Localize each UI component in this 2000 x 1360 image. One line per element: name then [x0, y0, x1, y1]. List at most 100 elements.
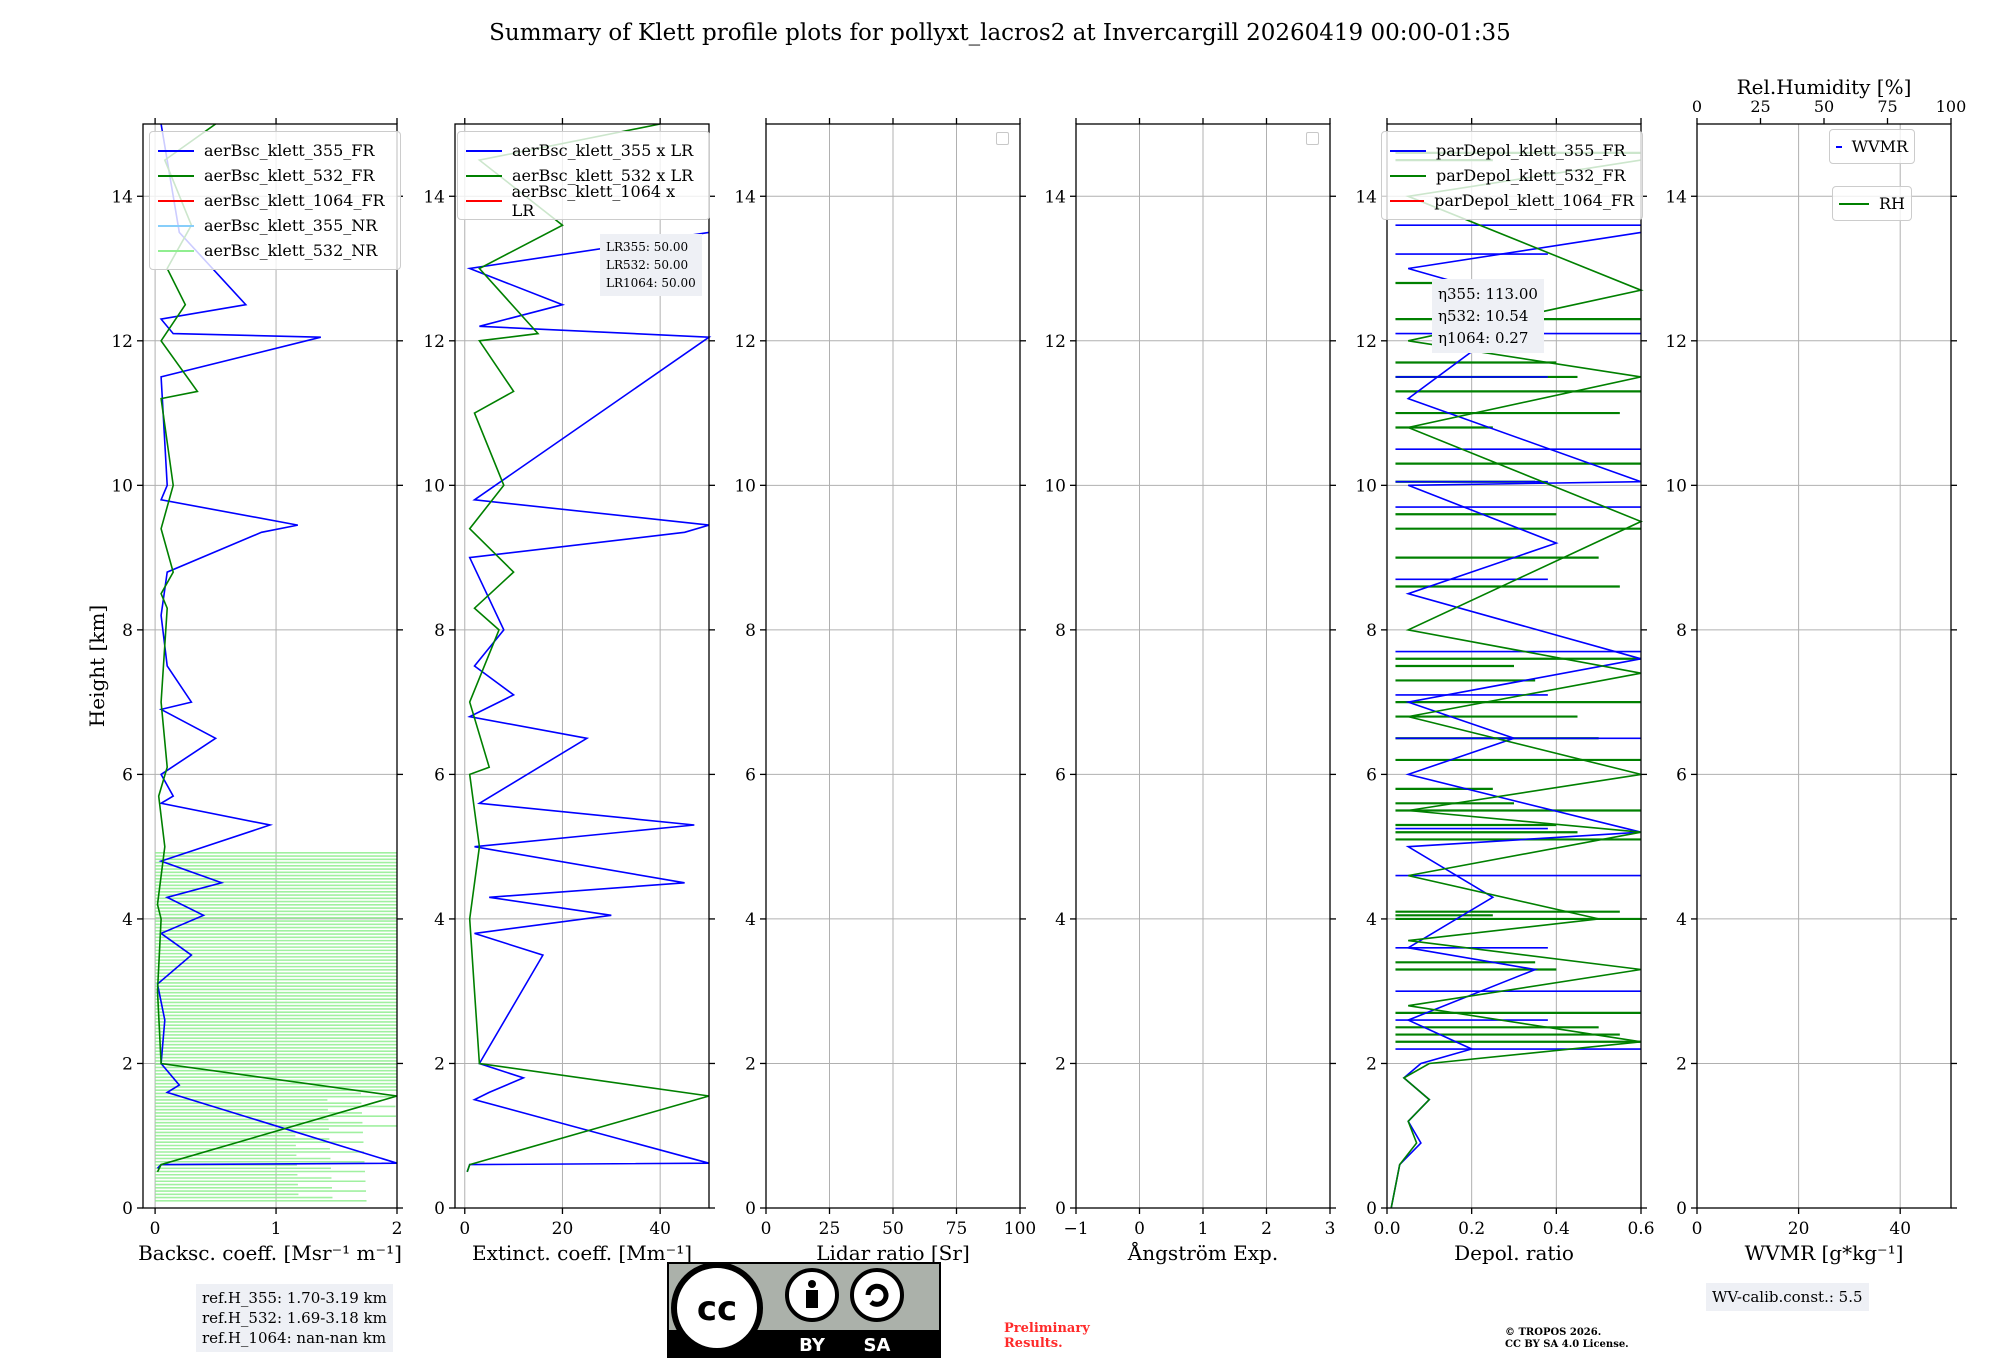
- sa-icon-arrow: [865, 1283, 889, 1307]
- legend-depol: parDepol_klett_355_FR parDepol_klett_532…: [1381, 131, 1643, 220]
- x-axis-label: Lidar ratio [Sr]: [816, 1241, 970, 1265]
- y-tick-label: 2: [1676, 1054, 1687, 1074]
- y-tick-label: 0: [434, 1199, 445, 1219]
- x-tick-label: 0.0: [1373, 1219, 1400, 1239]
- y-tick-label: 4: [1676, 910, 1687, 930]
- y-tick-label: 0: [1676, 1199, 1687, 1219]
- empty-legend-angstrom: [1306, 132, 1319, 145]
- chart-panel-6: 0 2 4 6 8 10 12 14 0 20 40 0 25 50 75 100 Rel.Humidity […: [1665, 75, 1966, 1265]
- lr-1064-text: LR1064: 50.00: [606, 276, 696, 290]
- ref-h-1064-text: ref.H_1064: nan-nan km: [202, 1329, 387, 1347]
- y-tick-label: 12: [734, 332, 756, 352]
- legend-label: aerBsc_klett_355_NR: [204, 216, 378, 235]
- legend-label: parDepol_klett_1064_FR: [1434, 191, 1634, 210]
- copyright-line: CC BY SA 4.0 License.: [1505, 1339, 1629, 1350]
- legend-label: aerBsc_klett_532 x LR: [512, 166, 694, 185]
- axes-frame: [1386, 123, 1642, 1209]
- copyright-line: © TROPOS 2026.: [1505, 1327, 1602, 1338]
- y-tick-label: 2: [1366, 1054, 1377, 1074]
- x-tick-label: 40: [649, 1219, 671, 1239]
- y-tick-label: 4: [745, 910, 756, 930]
- legend-label: aerBsc_klett_1064_FR: [204, 191, 385, 210]
- y-tick-label: 12: [1044, 332, 1066, 352]
- y-tick-label: 8: [434, 621, 445, 641]
- y-tick-label: 14: [1355, 187, 1377, 207]
- legend-item: parDepol_klett_1064_FR: [1390, 188, 1634, 213]
- legend-item: aerBsc_klett_355 x LR: [466, 138, 701, 163]
- x-top-tick-label: 25: [1750, 97, 1770, 116]
- x-tick-label: 2: [1261, 1219, 1272, 1239]
- eta-1064-text: η1064: 0.27: [1438, 329, 1529, 347]
- copyright-text: © TROPOS 2026. CC BY SA 4.0 License.: [1505, 1327, 1629, 1351]
- legend-item: parDepol_klett_355_FR: [1390, 138, 1634, 163]
- legend-rh: RH: [1832, 186, 1912, 221]
- lidar-ratio-annotation: LR355: 50.00 LR532: 50.00 LR1064: 50.00: [600, 234, 702, 296]
- axes-frame: [454, 123, 710, 1209]
- series-line: [1390, 159, 1644, 1209]
- x-top-axis-label: Rel.Humidity [%]: [1737, 75, 1912, 99]
- legend-item: WVMR: [1836, 134, 1908, 159]
- y-tick-label: 14: [1665, 187, 1687, 207]
- x-tick-label: 40: [1889, 1219, 1911, 1239]
- x-top-tick-label: 100: [1936, 97, 1967, 116]
- y-tick-label: 14: [111, 187, 133, 207]
- legend-backscatter: aerBsc_klett_355_FR aerBsc_klett_532_FR …: [149, 131, 401, 270]
- cc-logo-text: cc: [697, 1289, 737, 1329]
- figure-title: Summary of Klett profile plots for polly…: [489, 20, 1511, 46]
- x-tick-label: 0: [761, 1219, 772, 1239]
- y-tick-label: 0: [745, 1199, 756, 1219]
- eta-annotation: η355: 113.00 η532: 10.54 η1064: 0.27: [1432, 279, 1544, 353]
- lr-355-text: LR355: 50.00: [606, 240, 689, 254]
- legend-label: RH: [1879, 194, 1905, 213]
- legend-label: aerBsc_klett_532_FR: [204, 166, 375, 185]
- x-tick-label: 20: [1788, 1219, 1810, 1239]
- y-tick-label: 10: [1044, 476, 1066, 496]
- legend-label: parDepol_klett_355_FR: [1436, 141, 1626, 160]
- legend-label: aerBsc_klett_532_NR: [204, 241, 378, 260]
- chart-panel-3: 0 2 4 6 8 10 12 14 0 25 50 75 100 Lidar ratio [Sr]: [734, 118, 1036, 1265]
- y-tick-label: 2: [1055, 1054, 1066, 1074]
- y-tick-label: 8: [1366, 621, 1377, 641]
- legend-item: aerBsc_klett_1064 x LR: [466, 182, 701, 220]
- eta-532-text: η532: 10.54: [1438, 307, 1529, 325]
- y-tick-label: 12: [423, 332, 445, 352]
- y-tick-label: 0: [1055, 1199, 1066, 1219]
- y-tick-label: 10: [1355, 476, 1377, 496]
- x-top-tick-label: 75: [1877, 97, 1897, 116]
- wv-calib-box: WV-calib.const.: 5.5: [1706, 1283, 1869, 1311]
- y-tick-label: 4: [1366, 910, 1377, 930]
- y-tick-label: 6: [745, 765, 756, 785]
- legend-item: aerBsc_klett_532_NR: [158, 238, 392, 263]
- cc-logo-circle: [671, 1262, 763, 1354]
- y-axis-label: Height [km]: [85, 605, 109, 727]
- y-tick-label: 12: [1665, 332, 1687, 352]
- x-tick-label: 0: [1692, 1219, 1703, 1239]
- y-tick-label: 0: [122, 1199, 133, 1219]
- series-line: [156, 123, 398, 1173]
- x-tick-label: 2: [392, 1219, 403, 1239]
- legend-label: aerBsc_klett_1064 x LR: [511, 181, 676, 220]
- ref-h-355-text: ref.H_355: 1.70-3.19 km: [202, 1289, 387, 1307]
- by-icon-body: [806, 1290, 818, 1308]
- x-tick-label: 25: [819, 1219, 841, 1239]
- x-axis-label: WVMR [g*kg⁻¹]: [1745, 1241, 1904, 1265]
- legend-label: parDepol_klett_532_FR: [1436, 166, 1626, 185]
- y-tick-label: 12: [1355, 332, 1377, 352]
- x-top-tick-label: 50: [1814, 97, 1834, 116]
- series-line: [466, 123, 710, 1173]
- x-axis-label: Backsc. coeff. [Msr⁻¹ m⁻¹]: [138, 1241, 402, 1265]
- y-tick-label: 14: [734, 187, 756, 207]
- y-tick-label: 10: [423, 476, 445, 496]
- legend-item: RH: [1839, 191, 1905, 216]
- x-tick-label: 0.4: [1543, 1219, 1570, 1239]
- y-tick-label: 10: [111, 476, 133, 496]
- x-tick-label: 0: [1134, 1219, 1145, 1239]
- legend-extinction: aerBsc_klett_355 x LR aerBsc_klett_532 x…: [457, 131, 710, 220]
- legend-item: aerBsc_klett_355_NR: [158, 213, 392, 238]
- legend-label: aerBsc_klett_355 x LR: [512, 141, 694, 160]
- y-tick-label: 0: [1366, 1199, 1377, 1219]
